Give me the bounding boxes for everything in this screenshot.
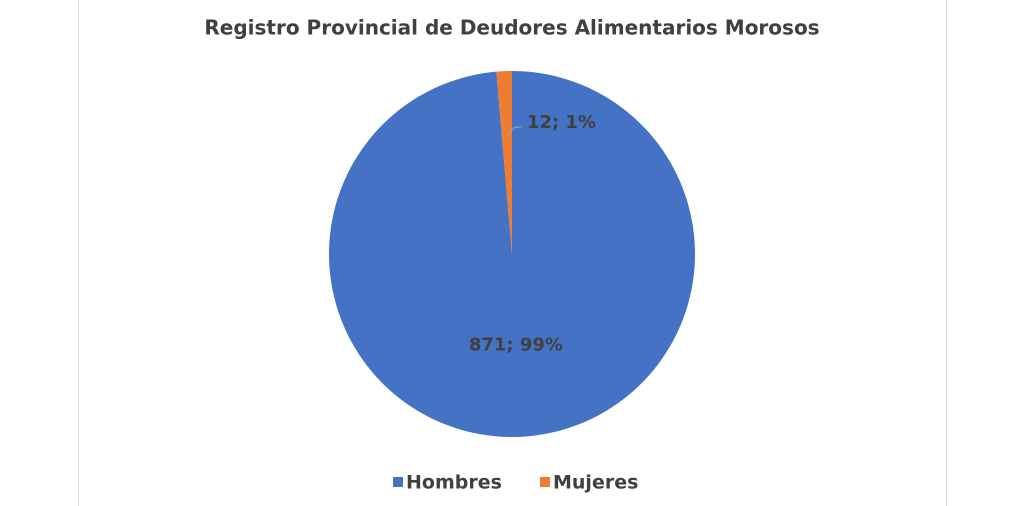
leader-line <box>506 126 521 136</box>
data-label: 12; 1% <box>527 112 596 133</box>
pie-slice <box>329 71 695 437</box>
data-label: 871; 99% <box>469 334 563 355</box>
legend-swatch <box>540 477 550 487</box>
legend-swatch <box>393 477 403 487</box>
legend-label: Hombres <box>406 472 502 494</box>
pie-slice <box>496 71 512 254</box>
legend-label: Mujeres <box>553 472 638 494</box>
chart-title: Registro Provincial de Deudores Alimenta… <box>204 16 819 40</box>
